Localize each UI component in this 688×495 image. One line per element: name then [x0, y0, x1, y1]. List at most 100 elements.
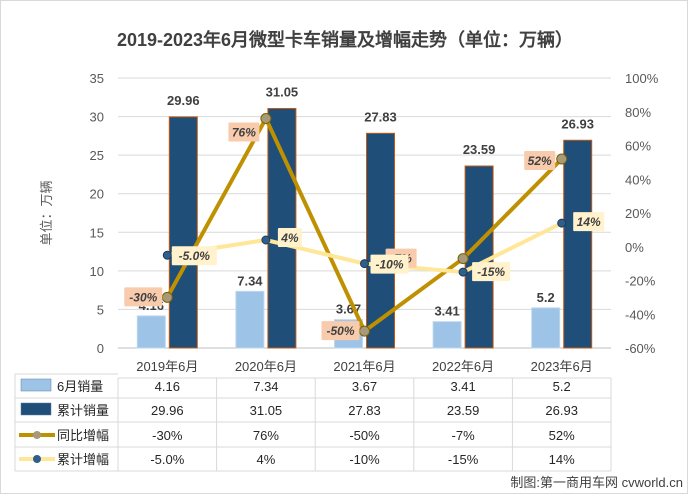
y2-tick-label: 0%: [625, 240, 644, 255]
bar-monthly-label: 7.34: [237, 273, 263, 288]
table-cell: -50%: [349, 428, 380, 443]
label-cumulative-growth: -5.0%: [179, 249, 211, 263]
bar-cumulative-sales: [464, 165, 494, 349]
table-cell: 7.34: [253, 379, 278, 394]
bar-cumulative-label: 31.05: [266, 84, 299, 99]
bar-monthly-sales: [136, 315, 166, 349]
table-cell: 4%: [257, 452, 276, 467]
bar-cumulative-label: 29.96: [167, 93, 200, 108]
label-yoy-growth: -50%: [326, 324, 354, 338]
legend-swatch: [20, 378, 52, 392]
legend-label: 累计销量: [57, 403, 109, 418]
label-yoy-growth-box: [124, 287, 163, 307]
y-tick-label: 35: [90, 71, 104, 86]
label-cumulative-growth-box: [472, 262, 511, 282]
bar-monthly-sales: [531, 307, 561, 349]
table-cell: -5.0%: [150, 452, 184, 467]
y2-tick-label: 40%: [625, 172, 651, 187]
table-cell: 52%: [549, 428, 575, 443]
x-tick-label: 2023年6月: [531, 359, 593, 374]
y-tick-label: 5: [97, 302, 104, 317]
label-cumulative-growth-box: [171, 246, 217, 266]
marker-yoy-growth: [359, 325, 370, 337]
marker-yoy-growth: [457, 253, 469, 265]
bar-cumulative-sales: [366, 132, 395, 349]
y2-tick-label: -40%: [625, 307, 656, 322]
marker-cumulative-growth: [261, 235, 271, 245]
label-cumulative-growth: 14%: [577, 215, 601, 229]
y-axis-label: 单位：万辆: [39, 180, 54, 245]
label-cumulative-growth-box: [573, 212, 605, 232]
label-cumulative-growth: -15%: [477, 265, 505, 279]
label-yoy-growth: -30%: [129, 290, 157, 304]
source-credit: 制图:第一商用车网 cvworld.cn: [510, 475, 683, 490]
x-tick-label: 2020年6月: [235, 359, 297, 374]
y-tick-label: 10: [90, 264, 104, 279]
label-cumulative-growth: -10%: [375, 258, 403, 272]
table-cell: 14%: [549, 452, 575, 467]
bar-cumulative-sales: [168, 116, 198, 349]
y2-tick-label: 80%: [625, 105, 651, 120]
bar-monthly-sales: [432, 321, 462, 349]
bar-cumulative-sales: [563, 139, 593, 349]
marker-yoy-growth: [260, 113, 272, 124]
y-tick-label: 25: [90, 148, 104, 163]
label-cumulative-growth: 4%: [280, 231, 299, 245]
legend-marker: [33, 455, 41, 463]
table-cell: 3.67: [352, 379, 377, 394]
table-cell: -15%: [448, 452, 479, 467]
table-cell: -7%: [452, 428, 476, 443]
marker-yoy-growth: [556, 153, 568, 165]
marker-cumulative-growth: [360, 259, 369, 269]
table-cell: 4.16: [155, 379, 180, 394]
line-yoy-growth: [165, 116, 564, 334]
y2-tick-label: 60%: [625, 139, 651, 154]
x-tick-label: 2019年6月: [136, 359, 198, 374]
marker-yoy-growth: [161, 291, 173, 303]
bar-cumulative-label: 27.83: [364, 109, 397, 124]
legend-label: 6月销量: [57, 379, 103, 394]
label-yoy-growth: 76%: [232, 126, 256, 140]
table-cell: 3.41: [450, 379, 475, 394]
bar-cumulative-label: 26.93: [561, 116, 594, 131]
chart-title: 2019-2023年6月微型卡车销量及增幅走势（单位：万辆）: [117, 29, 573, 50]
y2-tick-label: -20%: [625, 274, 656, 289]
table-cell: 31.05: [250, 403, 283, 418]
label-yoy-growth-box: [321, 321, 360, 341]
y-tick-label: 20: [90, 187, 104, 202]
label-yoy-growth-box: [228, 122, 260, 142]
legend-swatch: [20, 402, 52, 416]
bar-monthly-label: 5.2: [537, 290, 555, 305]
marker-cumulative-growth: [557, 218, 567, 228]
x-tick-label: 2021年6月: [333, 359, 395, 374]
label-cumulative-growth-box: [370, 254, 409, 274]
bar-monthly-sales: [235, 290, 265, 349]
marker-cumulative-growth: [458, 267, 468, 277]
table-cell: 23.59: [447, 403, 480, 418]
y-tick-label: 15: [90, 225, 104, 240]
label-yoy-growth-box: [524, 151, 556, 170]
bar-cumulative-label: 23.59: [463, 142, 496, 157]
y2-tick-label: -60%: [625, 341, 656, 356]
legend-label: 同比增幅: [57, 428, 109, 443]
table-cell: 27.83: [348, 403, 381, 418]
legend-label: 累计增幅: [57, 452, 109, 467]
marker-cumulative-growth: [162, 250, 172, 260]
label-yoy-growth: 52%: [528, 154, 552, 168]
y2-tick-label: 100%: [625, 71, 659, 86]
table-cell: 5.2: [553, 379, 571, 394]
table-cell: -30%: [152, 428, 183, 443]
table-cell: 76%: [253, 428, 279, 443]
label-cumulative-growth-box: [277, 228, 302, 247]
table-cell: 29.96: [151, 403, 184, 418]
bar-monthly-label: 3.41: [434, 304, 459, 319]
y-tick-label: 0: [97, 341, 104, 356]
x-tick-label: 2022年6月: [432, 359, 494, 374]
table-cell: 26.93: [545, 403, 578, 418]
y2-tick-label: 20%: [625, 206, 651, 221]
table-cell: -10%: [349, 452, 380, 467]
y-tick-label: 30: [90, 110, 104, 125]
legend-marker: [33, 431, 41, 439]
